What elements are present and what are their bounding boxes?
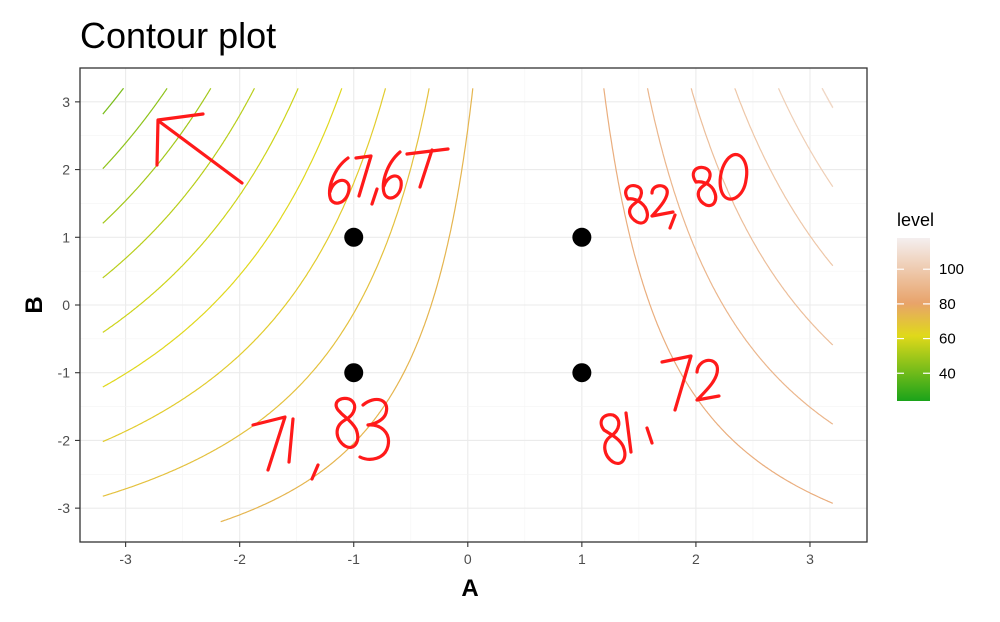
contour-line [220, 88, 474, 523]
x-tick-label: 2 [692, 551, 700, 567]
contour-line [603, 88, 834, 504]
legend: level 40 60 80 100 [897, 210, 964, 401]
legend-title: level [897, 210, 934, 230]
legend-colorbar [897, 238, 930, 401]
y-tick-label: 2 [62, 162, 70, 178]
contour-line [646, 88, 834, 425]
design-point [572, 227, 592, 247]
y-axis-ticks: -3 -2 -1 0 1 2 3 [58, 94, 80, 516]
contour-line [102, 88, 299, 333]
x-tick-label: -1 [348, 551, 361, 567]
contour-line [777, 88, 834, 188]
legend-label: 100 [939, 261, 964, 278]
legend-label: 80 [939, 296, 956, 313]
y-tick-label: 3 [62, 94, 70, 110]
legend-ticks: 40 60 80 100 [897, 261, 964, 382]
contour-line [102, 87, 168, 170]
design-point [344, 227, 364, 247]
y-tick-label: 0 [62, 297, 70, 313]
y-axis-title: B [21, 296, 48, 313]
x-tick-label: 3 [806, 551, 814, 567]
x-tick-label: -3 [119, 551, 132, 567]
contour-line [102, 87, 256, 279]
contour-line [102, 88, 343, 388]
gridlines [80, 67, 868, 543]
design-point [572, 363, 592, 383]
x-axis-title: A [461, 575, 478, 602]
contour-line [690, 88, 834, 346]
contour-line [734, 88, 834, 267]
contour-line [102, 87, 124, 115]
handwritten-annotations [155, 112, 749, 481]
contour-lines [102, 87, 834, 523]
chart-title: Contour plot [80, 15, 276, 56]
annotation-71-83 [251, 396, 391, 481]
x-tick-label: 0 [464, 551, 472, 567]
contour-line [102, 88, 387, 443]
annotation-arrow [155, 112, 244, 185]
design-point [344, 363, 364, 383]
legend-label: 60 [939, 331, 956, 348]
contour-line [821, 87, 834, 109]
annotation-82-80 [624, 152, 749, 230]
y-tick-label: 1 [62, 229, 70, 245]
x-tick-label: -2 [233, 551, 246, 567]
contour-line [102, 88, 430, 497]
annotation-67-67 [327, 147, 450, 206]
x-tick-label: 1 [578, 551, 586, 567]
y-tick-label: -2 [58, 432, 71, 448]
legend-label: 40 [939, 365, 956, 382]
x-axis-ticks: -3 -2 -1 0 1 2 3 [119, 542, 814, 567]
annotation-81-72 [599, 354, 721, 465]
design-points [344, 227, 592, 383]
y-tick-label: -3 [58, 500, 71, 516]
y-tick-label: -1 [58, 365, 71, 381]
